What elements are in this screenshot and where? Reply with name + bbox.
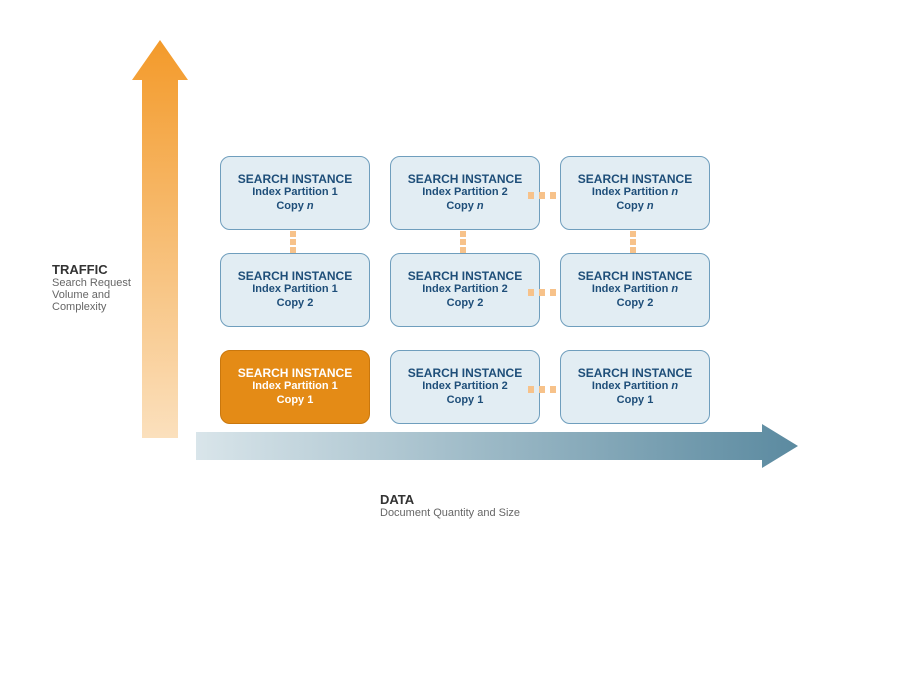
- node-copy: Copy 1: [617, 394, 654, 408]
- node-copy: Copy n: [446, 200, 483, 214]
- y-axis-sub-1: Search Request: [52, 277, 131, 289]
- node-title: SEARCH INSTANCE: [408, 172, 522, 186]
- node-partition: Index Partition n: [592, 283, 678, 297]
- diagram-canvas: TRAFFIC Search Request Volume and Comple…: [0, 0, 900, 675]
- x-axis-label: DATA Document Quantity and Size: [380, 492, 520, 519]
- node-partition: Index Partition 1: [252, 380, 338, 394]
- node-copy: Copy 1: [447, 394, 484, 408]
- y-axis-sub-3: Complexity: [52, 301, 131, 313]
- search-instance-r0-c2: SEARCH INSTANCEIndex Partition nCopy 1: [560, 350, 710, 424]
- node-title: SEARCH INSTANCE: [408, 366, 522, 380]
- ellipsis-h-2: [528, 192, 556, 199]
- search-instance-r0-c1: SEARCH INSTANCEIndex Partition 2Copy 1: [390, 350, 540, 424]
- y-axis-title: TRAFFIC: [52, 262, 131, 277]
- ellipsis-h-1: [528, 289, 556, 296]
- search-instance-r2-c0: SEARCH INSTANCEIndex Partition 1Copy n: [220, 156, 370, 230]
- node-title: SEARCH INSTANCE: [578, 172, 692, 186]
- node-partition: Index Partition n: [592, 380, 678, 394]
- node-copy: Copy 1: [277, 394, 314, 408]
- search-instance-r2-c2: SEARCH INSTANCEIndex Partition nCopy n: [560, 156, 710, 230]
- node-partition: Index Partition 2: [422, 186, 508, 200]
- node-copy: Copy n: [276, 200, 313, 214]
- node-partition: Index Partition n: [592, 186, 678, 200]
- x-axis-sub: Document Quantity and Size: [380, 507, 520, 519]
- y-axis-label: TRAFFIC Search Request Volume and Comple…: [52, 262, 131, 313]
- node-copy: Copy 2: [617, 297, 654, 311]
- y-axis-sub-2: Volume and: [52, 289, 131, 301]
- x-axis-arrow: [196, 424, 798, 468]
- ellipsis-h-0: [528, 386, 556, 393]
- node-title: SEARCH INSTANCE: [578, 269, 692, 283]
- node-partition: Index Partition 2: [422, 380, 508, 394]
- search-instance-r1-c0: SEARCH INSTANCEIndex Partition 1Copy 2: [220, 253, 370, 327]
- ellipsis-v-2: [630, 231, 636, 253]
- node-partition: Index Partition 1: [252, 283, 338, 297]
- search-instance-r0-c0: SEARCH INSTANCEIndex Partition 1Copy 1: [220, 350, 370, 424]
- node-copy: Copy 2: [447, 297, 484, 311]
- search-instance-r1-c2: SEARCH INSTANCEIndex Partition nCopy 2: [560, 253, 710, 327]
- node-title: SEARCH INSTANCE: [408, 269, 522, 283]
- x-axis-title: DATA: [380, 492, 520, 507]
- node-title: SEARCH INSTANCE: [238, 366, 352, 380]
- ellipsis-v-1: [460, 231, 466, 253]
- node-partition: Index Partition 2: [422, 283, 508, 297]
- node-copy: Copy n: [616, 200, 653, 214]
- node-partition: Index Partition 1: [252, 186, 338, 200]
- search-instance-r1-c1: SEARCH INSTANCEIndex Partition 2Copy 2: [390, 253, 540, 327]
- node-copy: Copy 2: [277, 297, 314, 311]
- node-title: SEARCH INSTANCE: [238, 172, 352, 186]
- node-title: SEARCH INSTANCE: [238, 269, 352, 283]
- y-axis-arrow: [132, 40, 188, 438]
- node-title: SEARCH INSTANCE: [578, 366, 692, 380]
- search-instance-r2-c1: SEARCH INSTANCEIndex Partition 2Copy n: [390, 156, 540, 230]
- ellipsis-v-0: [290, 231, 296, 253]
